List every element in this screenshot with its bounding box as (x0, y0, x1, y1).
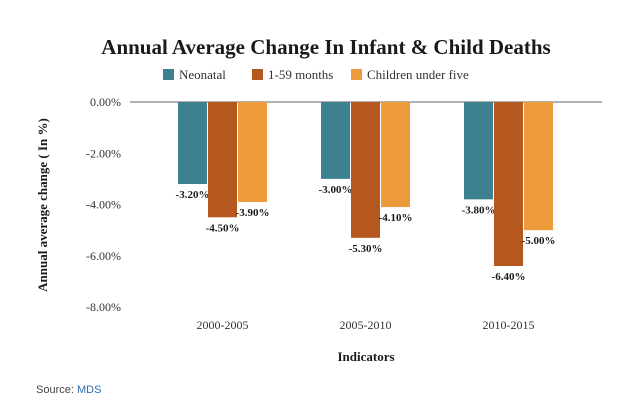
x-tick-label: 2005-2010 (340, 318, 392, 332)
data-label: -4.10% (379, 212, 413, 224)
bar (351, 102, 380, 238)
legend-label: 1-59 months (268, 67, 333, 82)
legend-swatch (163, 69, 174, 80)
legend-swatch (252, 69, 263, 80)
bar (321, 102, 350, 179)
source-note: Source: MDS (36, 384, 101, 396)
bar (524, 102, 553, 231)
bar (381, 102, 410, 208)
y-axis-title: Annual average change ( In %) (35, 118, 50, 292)
y-tick-label: -8.00% (86, 300, 121, 314)
x-tick-label: 2010-2015 (483, 318, 535, 332)
source-label: Source: (36, 384, 74, 396)
bar (238, 102, 267, 202)
data-label: -4.50% (206, 222, 240, 234)
legend-swatch (351, 69, 362, 80)
y-tick-label: -6.00% (86, 249, 121, 263)
data-label: -3.80% (462, 204, 496, 216)
chart-title: Annual Average Change In Infant & Child … (101, 35, 550, 59)
bar (208, 102, 237, 218)
y-tick-label: -4.00% (86, 198, 121, 212)
legend-label: Neonatal (179, 67, 226, 82)
legend: Neonatal 1-59 months Children under five (163, 67, 469, 82)
data-label: -5.30% (349, 243, 383, 255)
legend-label: Children under five (367, 67, 469, 82)
y-axis: 0.00% -2.00% -4.00% -6.00% -8.00% (86, 95, 121, 314)
data-label: -3.90% (236, 207, 270, 219)
x-axis-title: Indicators (337, 349, 394, 364)
bar (178, 102, 207, 184)
bars: -3.20% -4.50% -3.90% -3.00% -5.30% -4.10% -3.8… (176, 102, 556, 283)
x-axis: 2000-2005 2005-2010 2010-2015 (197, 318, 535, 332)
source-link[interactable]: MDS (76, 384, 102, 396)
y-tick-label: -2.00% (86, 146, 121, 160)
bar (464, 102, 493, 200)
bar (494, 102, 523, 266)
y-tick-label: 0.00% (90, 95, 121, 109)
data-label: -3.20% (176, 189, 210, 201)
data-label: -5.00% (522, 235, 556, 247)
x-tick-label: 2000-2005 (197, 318, 249, 332)
data-label: -3.00% (319, 184, 353, 196)
data-label: -6.40% (492, 271, 526, 283)
